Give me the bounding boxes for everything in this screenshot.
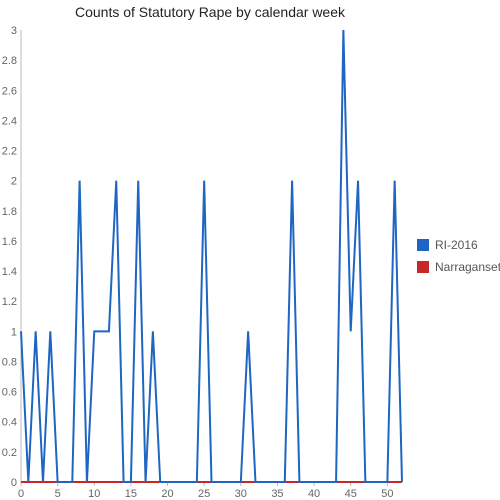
y-tick-label: 1.4: [2, 266, 17, 278]
y-tick-label: 1: [11, 326, 17, 338]
x-tick-label: 45: [345, 488, 357, 500]
legend-swatch: [417, 261, 429, 273]
y-tick-label: 0.2: [2, 447, 17, 459]
y-tick-label: 0: [11, 477, 17, 489]
legend-label[interactable]: Narragansett: [435, 260, 500, 274]
x-tick-label: 30: [235, 488, 247, 500]
legend-swatch: [417, 239, 429, 251]
y-axis-ticks: 0 0.2 0.4 0.6 0.8 1 1.2 1.4 1.6 1.8 2 2.2 2.4 2.6 2.8 3: [2, 25, 17, 489]
x-tick-label: 35: [271, 488, 283, 500]
y-tick-label: 2.6: [2, 85, 17, 97]
x-tick-label: 20: [161, 488, 173, 500]
chart-title: Counts of Statutory Rape by calendar wee…: [75, 4, 346, 20]
y-tick-label: 1.8: [2, 206, 17, 218]
y-tick-label: 3: [11, 25, 17, 37]
series-line-ri-2016: [20, 29, 403, 483]
y-tick-label: 1.6: [2, 236, 17, 248]
x-tick-label: 15: [125, 488, 137, 500]
x-tick-label: 25: [198, 488, 210, 500]
y-tick-label: 0.8: [2, 356, 17, 368]
x-tick-label: 10: [88, 488, 100, 500]
x-tick-label: 50: [381, 488, 393, 500]
y-tick-label: 1.2: [2, 296, 17, 308]
y-tick-label: 0.6: [2, 387, 17, 399]
y-tick-label: 2: [11, 176, 17, 188]
x-tick-label: 0: [18, 488, 24, 500]
x-tick-label: 5: [55, 488, 61, 500]
x-axis-ticks: 0 5 10 15 20 25 30 35 40 45 50: [18, 482, 393, 500]
legend-label[interactable]: RI-2016: [435, 238, 478, 252]
y-tick-label: 2.8: [2, 55, 17, 67]
y-tick-label: 0.4: [2, 417, 17, 429]
x-tick-label: 40: [308, 488, 320, 500]
legend[interactable]: RI-2016 Narragansett: [417, 238, 500, 274]
series-lines: [20, 29, 403, 483]
y-tick-label: 2.4: [2, 115, 17, 127]
y-tick-label: 2.2: [2, 146, 17, 158]
